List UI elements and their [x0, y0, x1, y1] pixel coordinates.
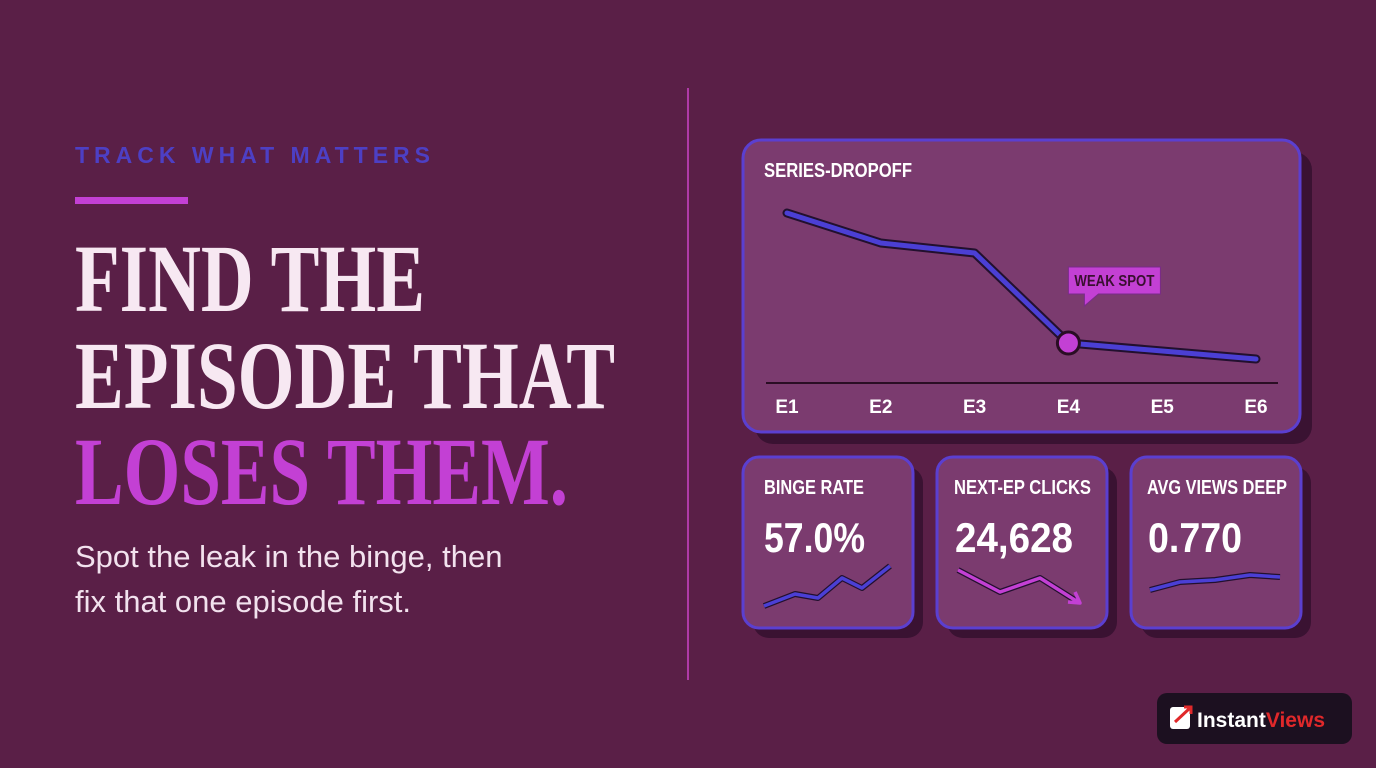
brand-name: InstantViews: [1197, 709, 1325, 732]
x-tick-label: E2: [869, 397, 892, 418]
sparkline: [763, 564, 892, 608]
line: [784, 210, 1259, 362]
brand-icon-arrow: [1173, 705, 1193, 724]
subtitle-line: Spot the leak in the binge, then: [75, 539, 502, 574]
sparkline-arrow: [1067, 591, 1082, 605]
x-tick-label: E6: [1244, 397, 1267, 418]
card: [935, 455, 1109, 630]
chart: E1 E2 E3 E4 E5 E6 WEAK SPOT: [775, 208, 1268, 418]
headline-line: LOSES THEM.: [75, 418, 568, 525]
stat-value: 57.0%: [764, 514, 865, 561]
stat-label: NEXT-EP CLICKS: [954, 477, 1091, 499]
sparkline: [957, 568, 1079, 604]
eyebrow: TRACK WHAT MATTERS: [75, 142, 435, 168]
highlight-point: [1055, 330, 1081, 356]
headline-line: EPISODE THAT: [75, 322, 615, 429]
brand-part: Views: [1266, 709, 1325, 732]
x-tick-label: E4: [1057, 397, 1081, 418]
stat-label: AVG VIEWS DEEP: [1147, 477, 1287, 499]
x-tick-label: E1: [775, 397, 799, 418]
stat-card: AVG VIEWS DEEP 0.770: [1129, 455, 1311, 638]
stat-value: 24,628: [955, 514, 1073, 561]
x-tick-label: E5: [1151, 397, 1175, 418]
x-tick-label: E3: [963, 397, 986, 418]
stat-value: 0.770: [1148, 514, 1242, 561]
annotation-box: [1067, 266, 1161, 308]
chart-panel: [741, 138, 1302, 434]
sparkline: [1149, 573, 1281, 592]
brand-badge: [1157, 693, 1352, 744]
accent-bar: [75, 197, 188, 204]
subtitle-line: fix that one episode first.: [75, 584, 411, 619]
stat-card: BINGE RATE 57.0%: [741, 455, 923, 638]
stat-card: NEXT-EP CLICKS 24,628: [935, 455, 1117, 638]
annotation-label: WEAK SPOT: [1074, 273, 1154, 290]
brand-part: Instant: [1197, 709, 1266, 732]
card: [741, 455, 915, 630]
headline-line: FIND THE: [75, 225, 425, 332]
stat-label: BINGE RATE: [764, 477, 864, 499]
chart-title: SERIES-DROPOFF: [764, 160, 912, 182]
